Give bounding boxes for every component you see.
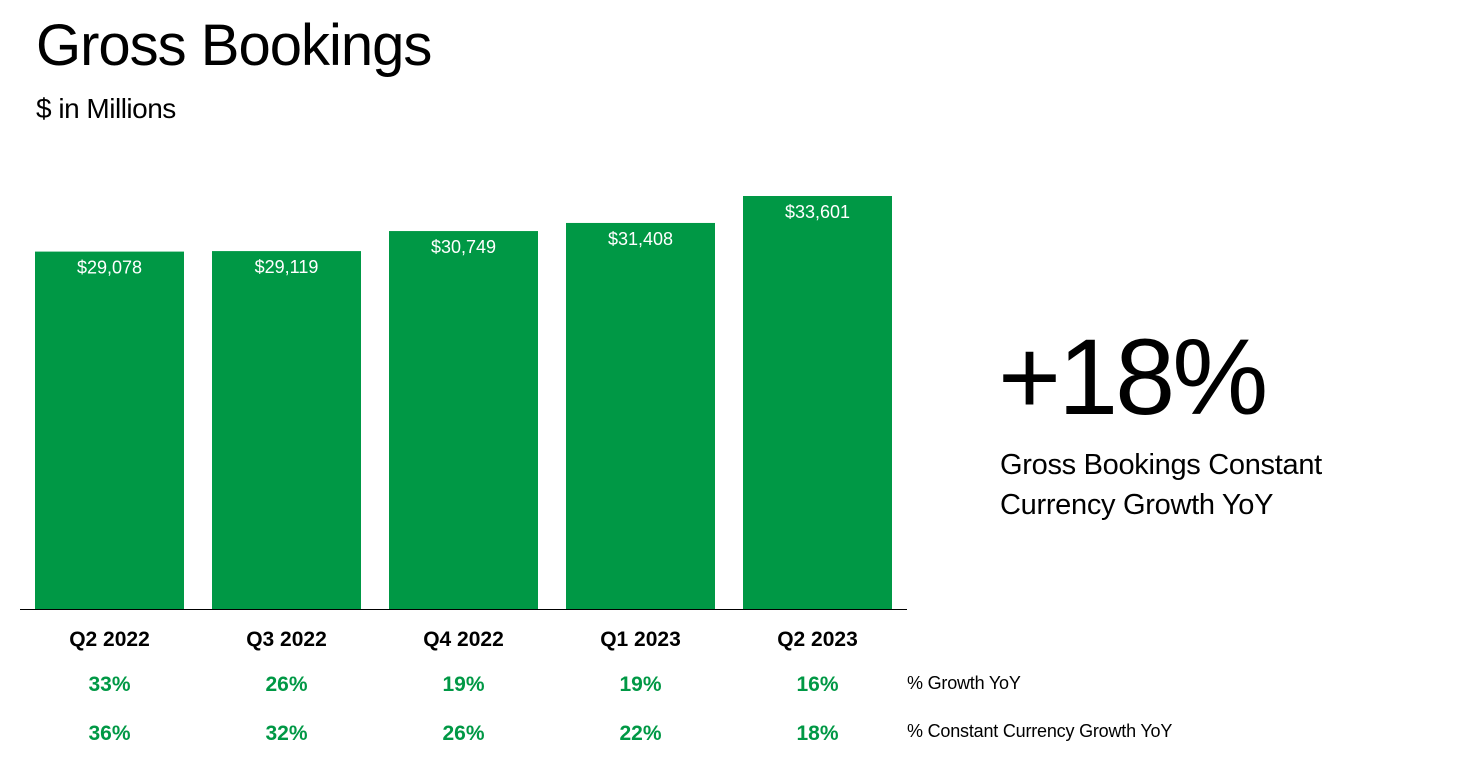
page-subtitle: $ in Millions — [36, 93, 176, 124]
bar-value-label: $29,119 — [255, 257, 319, 277]
bar — [35, 251, 184, 609]
cc-growth-yoy-value: 22% — [619, 722, 661, 745]
growth-yoy-value: 33% — [88, 673, 130, 696]
growth-yoy-value: 16% — [796, 673, 838, 696]
bar-value-label: $31,408 — [608, 229, 673, 249]
cc-growth-yoy-value: 36% — [88, 722, 130, 745]
growth-yoy-value: 19% — [442, 673, 484, 696]
page-title: Gross Bookings — [36, 13, 432, 78]
highlight-value: +18% — [998, 316, 1268, 437]
cc-growth-yoy-value: 18% — [796, 722, 838, 745]
growth-row-label: % Growth YoY — [907, 673, 1021, 693]
x-tick-label: Q1 2023 — [600, 628, 681, 651]
bar-value-label: $29,078 — [77, 258, 142, 278]
bar — [566, 222, 715, 609]
bar — [212, 251, 361, 610]
x-tick-label: Q2 2023 — [777, 628, 858, 651]
cc-growth-yoy-value: 32% — [265, 722, 307, 745]
bar-value-label: $33,601 — [785, 202, 850, 222]
cc-growth-yoy-value: 26% — [442, 722, 484, 745]
growth-yoy-value: 19% — [619, 673, 661, 696]
cc-growth-row-label: % Constant Currency Growth YoY — [907, 721, 1173, 741]
bar — [389, 231, 538, 609]
bar — [743, 196, 892, 609]
highlight-caption: Gross Bookings Constant Currency Growth … — [1000, 449, 1322, 521]
x-tick-label: Q2 2022 — [69, 628, 150, 651]
growth-yoy-value: 26% — [265, 673, 307, 696]
x-tick-label: Q4 2022 — [423, 628, 504, 651]
x-tick-label: Q3 2022 — [246, 628, 327, 651]
bar-value-label: $30,749 — [431, 237, 496, 257]
